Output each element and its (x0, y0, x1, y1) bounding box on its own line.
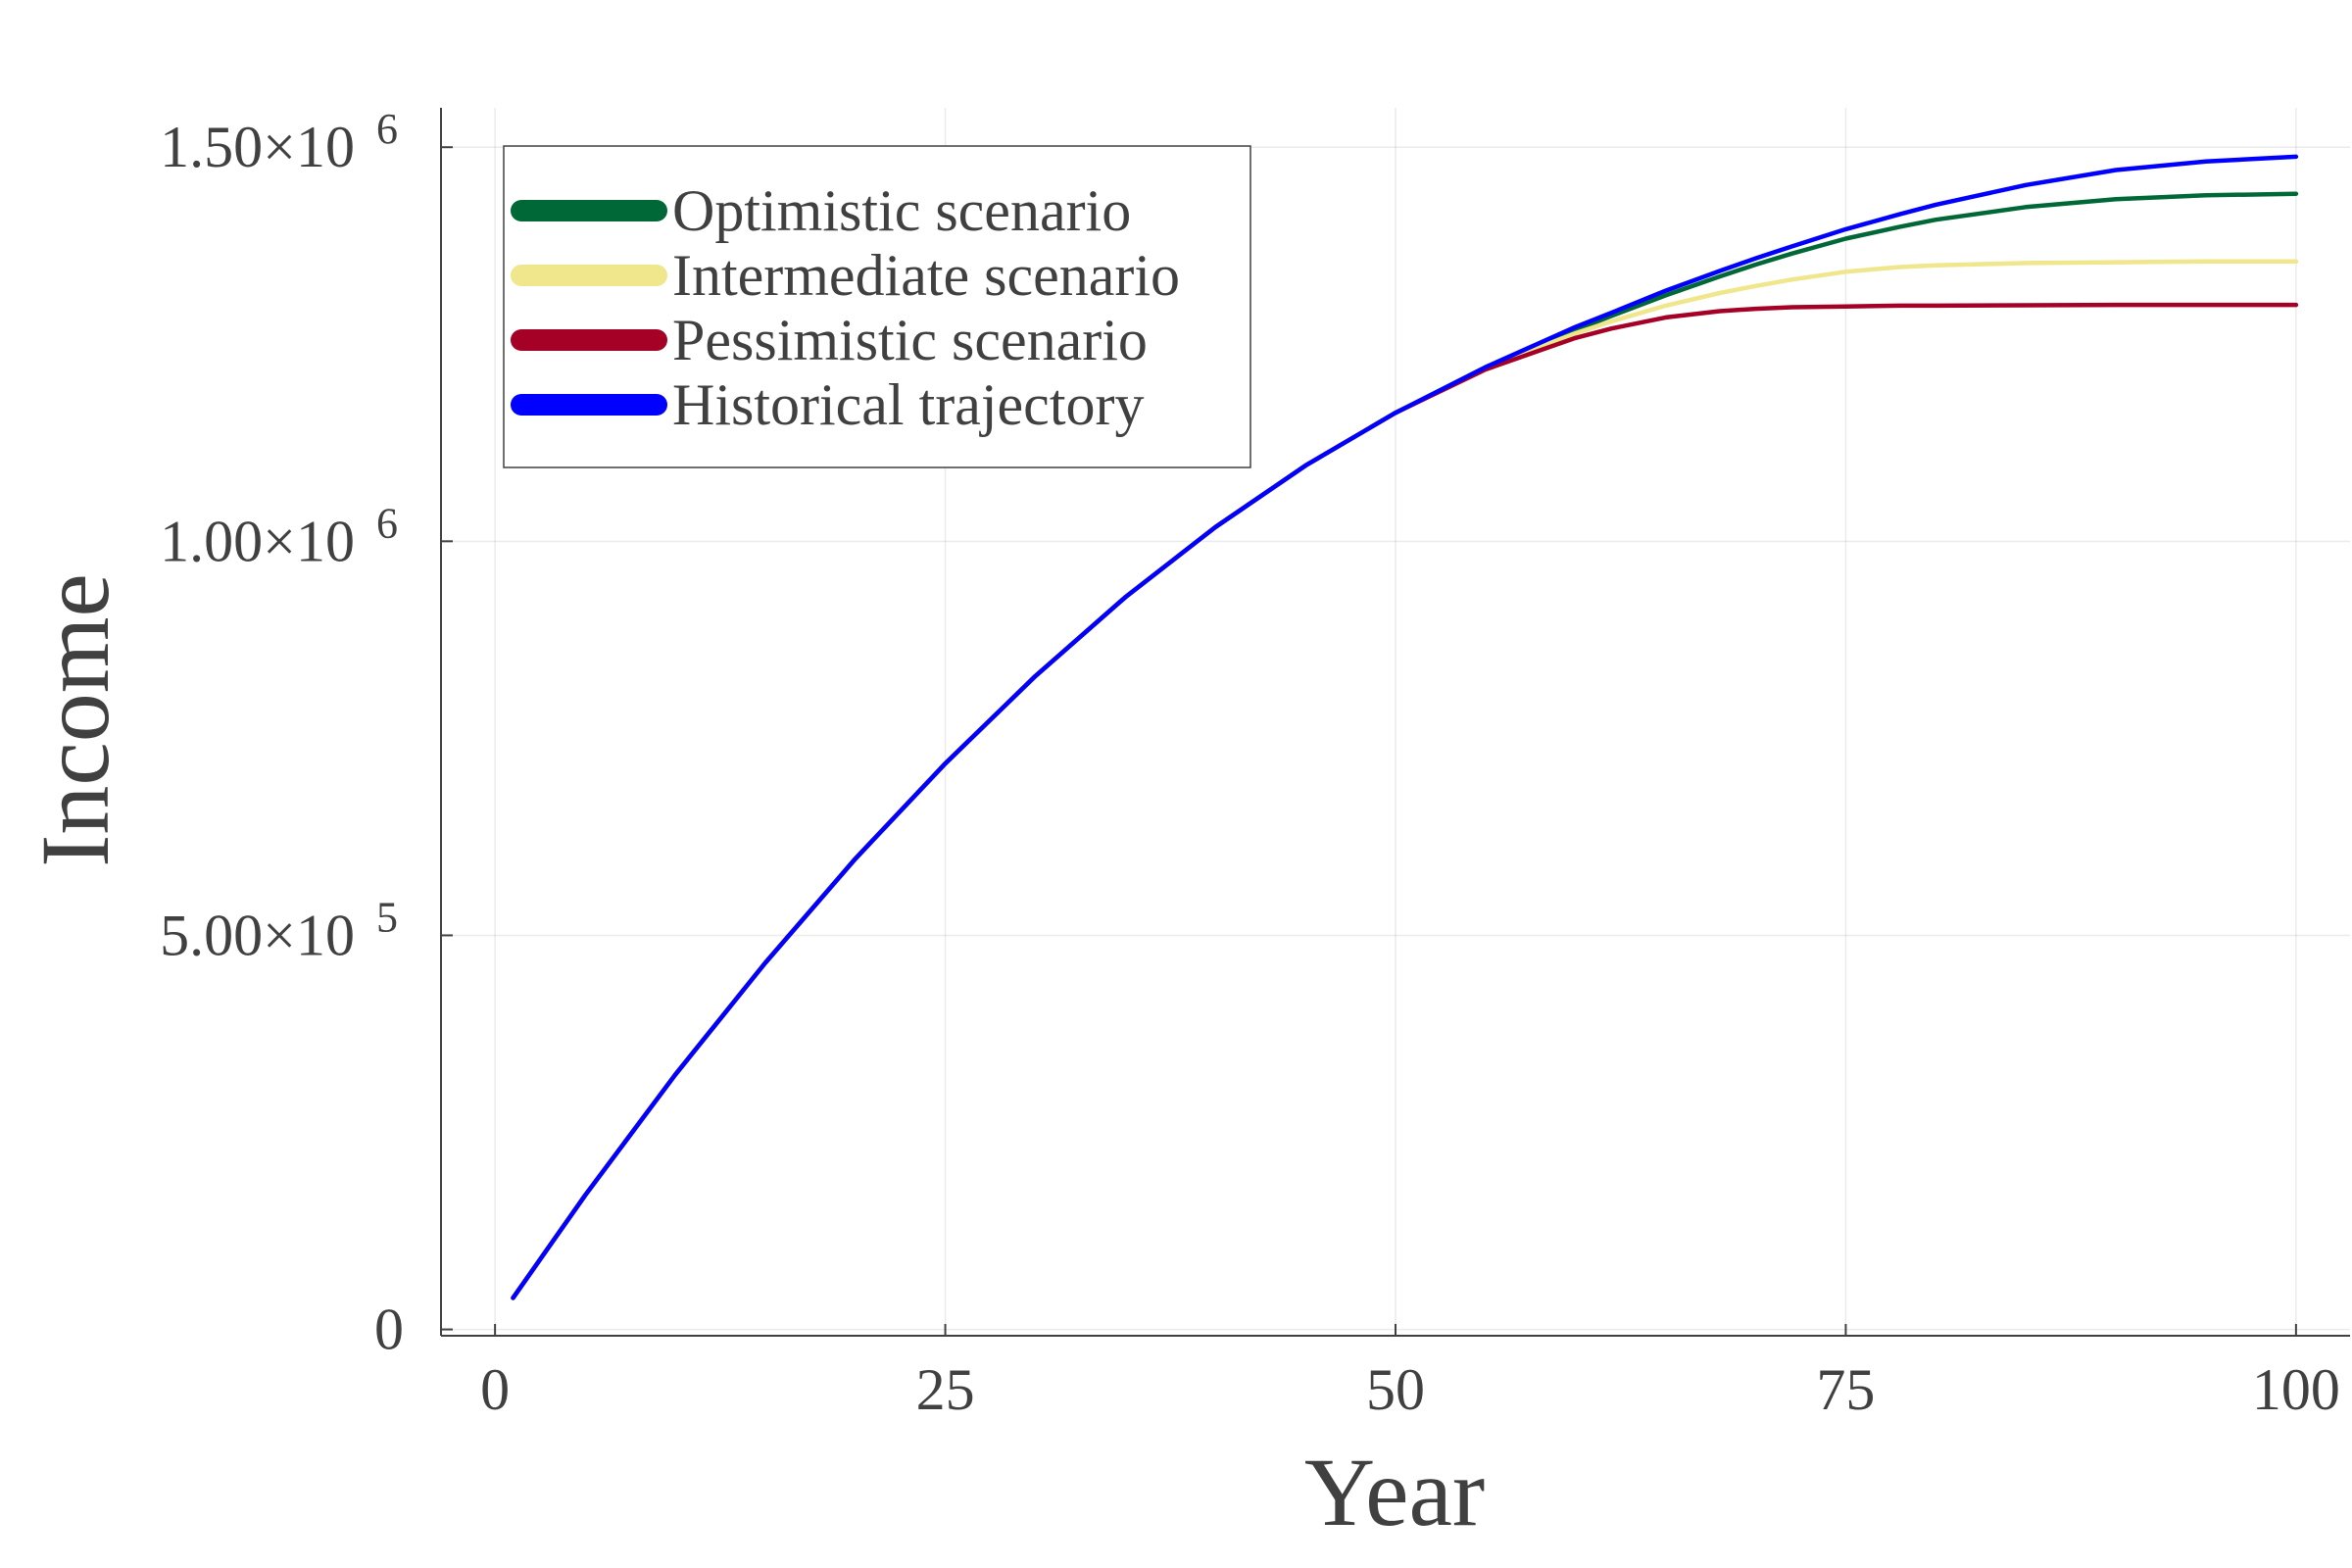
x-tick-label-3: 75 (1816, 1357, 1875, 1422)
legend-label-0: Optimistic scenario (672, 178, 1131, 243)
y-tick-exponent-1: 5 (376, 893, 398, 941)
series-line-3 (511, 154, 2299, 1300)
y-tick-labels: 0 5.00×10 5 1.00×10 6 1.50×10 6 (160, 105, 404, 1361)
x-tick-label-1: 25 (916, 1357, 975, 1422)
y-tick-label-0: 0 (374, 1298, 404, 1362)
x-tick-labels: 0 25 50 75 100 (480, 1357, 2340, 1422)
y-tick-exponent-2: 6 (376, 499, 398, 547)
x-tick-label-2: 50 (1366, 1357, 1425, 1422)
x-axis-title: Year (1304, 1438, 1485, 1546)
legend-label-1: Intermediate scenario (672, 243, 1180, 308)
y-tick-label-2: 1.00×10 (160, 509, 355, 573)
series-lines (511, 154, 2299, 1300)
axes (440, 108, 2350, 1337)
y-tick-label-1: 5.00×10 (160, 903, 355, 967)
y-axis-title: Income (21, 573, 129, 867)
x-tick-label-0: 0 (480, 1357, 510, 1422)
legend-label-3: Historical trajectory (672, 372, 1144, 437)
y-tick-label-3: 1.50×10 (160, 115, 355, 179)
y-tick-exponent-3: 6 (376, 105, 398, 153)
legend-label-2: Pessimistic scenario (672, 308, 1148, 372)
x-tick-label-4: 100 (2252, 1357, 2340, 1422)
